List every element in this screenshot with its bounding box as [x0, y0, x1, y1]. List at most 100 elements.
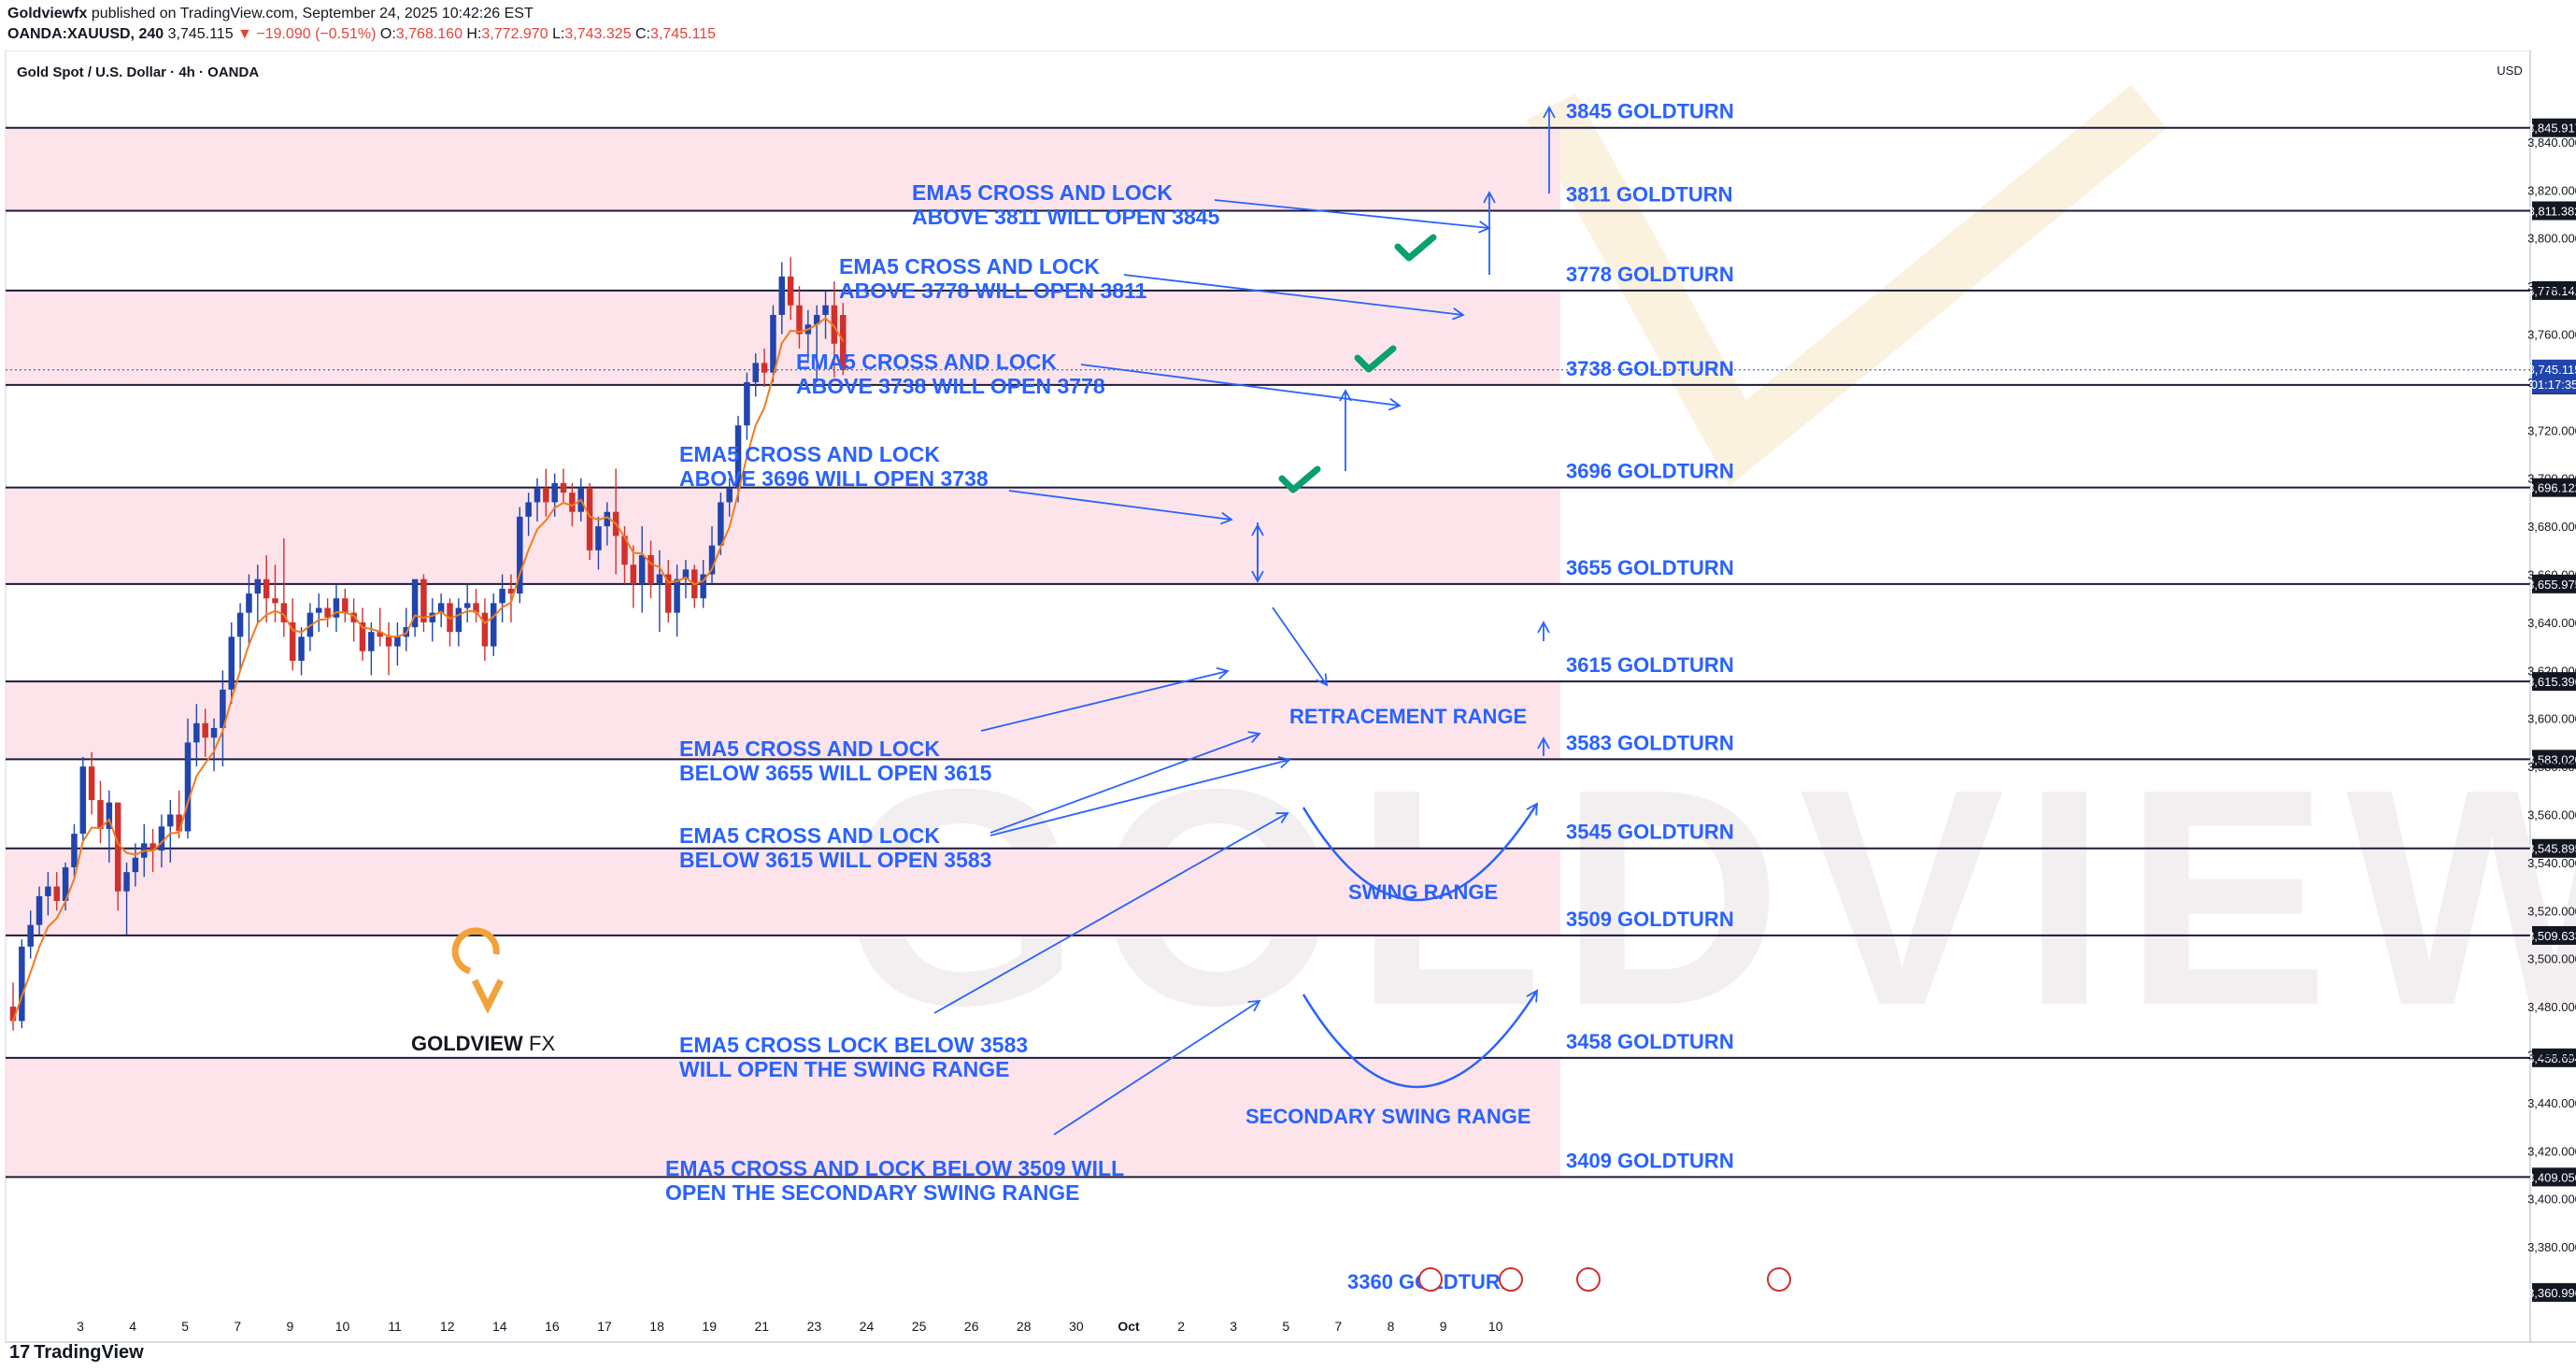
level-axis-badge [2532, 1282, 2576, 1302]
price-chart[interactable]: Gold Spot / U.S. Dollar · 4h · OANDA GOL… [0, 50, 2576, 1350]
candle-body [132, 857, 139, 873]
candle-body [630, 565, 637, 584]
candle-body [184, 742, 192, 832]
level-axis-badge [2532, 201, 2576, 221]
level-axis-badge [2532, 478, 2576, 497]
checkmark-icon [1354, 345, 1397, 373]
candle-body [324, 607, 331, 618]
candle-body [36, 895, 43, 925]
price-tick-label: 3,380.000 [2527, 1240, 2576, 1254]
candle-body [463, 603, 471, 608]
high-value: 3,772.970 [481, 26, 548, 42]
candle-body [437, 603, 445, 613]
candle-body [158, 826, 165, 851]
level-axis-label: 3,360.996 [2527, 1286, 2576, 1300]
candle-body [176, 814, 182, 832]
price-tick-label: 3,680.000 [2527, 520, 2576, 534]
candle-body [481, 612, 489, 647]
candle-body [569, 493, 576, 512]
time-tick-label: 16 [545, 1319, 560, 1334]
watermark-check-icon [1526, 84, 2167, 486]
countdown-label: 01:17:35 [2531, 378, 2576, 392]
candle-body [254, 579, 262, 594]
high-label: H: [466, 26, 482, 42]
candle-body [744, 381, 750, 426]
candle-body [411, 579, 419, 628]
candle-body [123, 872, 130, 892]
candle-body [377, 632, 383, 637]
price-tick-label: 3,760.000 [2527, 328, 2576, 342]
time-tick-label: 24 [860, 1319, 875, 1334]
annotation-text: EMA5 CROSS AND LOCK [839, 254, 1100, 279]
candle-body [648, 554, 654, 584]
candle-body [202, 722, 208, 738]
candle-body [246, 593, 252, 613]
down-arrow-icon: ▼ [237, 26, 252, 42]
candle-body [79, 766, 87, 835]
event-flag-icon [1418, 1267, 1443, 1292]
level-axis-label: 3,458.694 [2527, 1051, 2576, 1065]
symbol-line: OANDA:XAUUSD, 240 3,745.115 ▼ −19.090 (−… [7, 26, 716, 43]
time-tick-label: 3 [1230, 1319, 1237, 1334]
candle-body [761, 363, 768, 373]
candle-body [718, 502, 724, 546]
candle-body [263, 579, 270, 599]
candle-body [499, 588, 505, 604]
candle-body [71, 834, 78, 868]
candle-body [674, 579, 680, 613]
time-tick-label: 9 [287, 1319, 294, 1334]
candle-body [342, 598, 349, 613]
level-label: 3778 GOLDTURN [1566, 263, 1734, 286]
candle-body [778, 276, 786, 315]
level-label: 3509 GOLDTURN [1566, 908, 1734, 931]
annotation-arrow [1008, 490, 1233, 525]
candle-body [822, 305, 829, 315]
price-tick-label: 3,540.000 [2527, 856, 2576, 870]
publisher-name[interactable]: Goldviewfx [7, 6, 88, 21]
price-tick-label: 3,780.000 [2527, 279, 2576, 293]
candle-body [831, 305, 838, 344]
level-label: 3655 GOLDTURN [1566, 556, 1734, 579]
candle-body [149, 843, 156, 851]
annotation-text: WILL OPEN THE SWING RANGE [679, 1057, 1010, 1081]
level-axis-badge [2532, 118, 2576, 137]
time-tick-label: 9 [1440, 1319, 1447, 1334]
price-tick-label: 3,480.000 [2527, 1000, 2576, 1014]
candle-body [586, 487, 593, 550]
time-tick-label: 11 [388, 1319, 402, 1334]
price-tick-label: 3,720.000 [2527, 423, 2576, 437]
chart-area[interactable]: Gold Spot / U.S. Dollar · 4h · OANDA GOL… [0, 50, 2576, 1350]
annotation-text: EMA5 CROSS AND LOCK [679, 823, 940, 848]
low-value: 3,743.325 [564, 26, 632, 42]
symbol-name: OANDA:XAUUSD, 240 [7, 26, 164, 42]
annotation-text: OPEN THE SECONDARY SWING RANGE [665, 1180, 1079, 1205]
candle-body [534, 487, 541, 503]
annotation-arrow [1272, 607, 1329, 687]
candle-body [27, 924, 34, 947]
price-tick-label: 3,400.000 [2527, 1193, 2576, 1207]
price-tick-label: 3,580.000 [2527, 760, 2576, 774]
candle-body [298, 636, 305, 662]
candle-body [210, 727, 218, 738]
level-label: 3696 GOLDTURN [1566, 460, 1734, 483]
candle-body [752, 363, 759, 382]
candle-body [517, 516, 523, 594]
annotation-text: EMA5 CROSS LOCK BELOW 3583 [679, 1033, 1028, 1057]
candle-body [350, 612, 357, 622]
candle-body [359, 622, 366, 651]
price-tick-label: 3,560.000 [2527, 807, 2576, 822]
tradingview-logo[interactable]: 17 TradingView [9, 1342, 144, 1364]
close-label: C: [635, 26, 651, 42]
annotation-arrow [980, 666, 1230, 732]
logo-text-fx: FX [529, 1032, 555, 1055]
annotation-text: ABOVE 3696 WILL OPEN 3738 [679, 466, 989, 491]
level-axis-badge [2532, 574, 2576, 593]
level-label: 3545 GOLDTURN [1566, 821, 1734, 844]
candle-body [507, 588, 515, 594]
price-tick-label: 3,640.000 [2527, 616, 2576, 630]
time-tick-label: 25 [912, 1319, 927, 1334]
logo-text: GOLDVIEW [411, 1032, 523, 1055]
candle-body [543, 487, 549, 503]
candle-body [840, 314, 847, 371]
candle-body [551, 482, 558, 503]
